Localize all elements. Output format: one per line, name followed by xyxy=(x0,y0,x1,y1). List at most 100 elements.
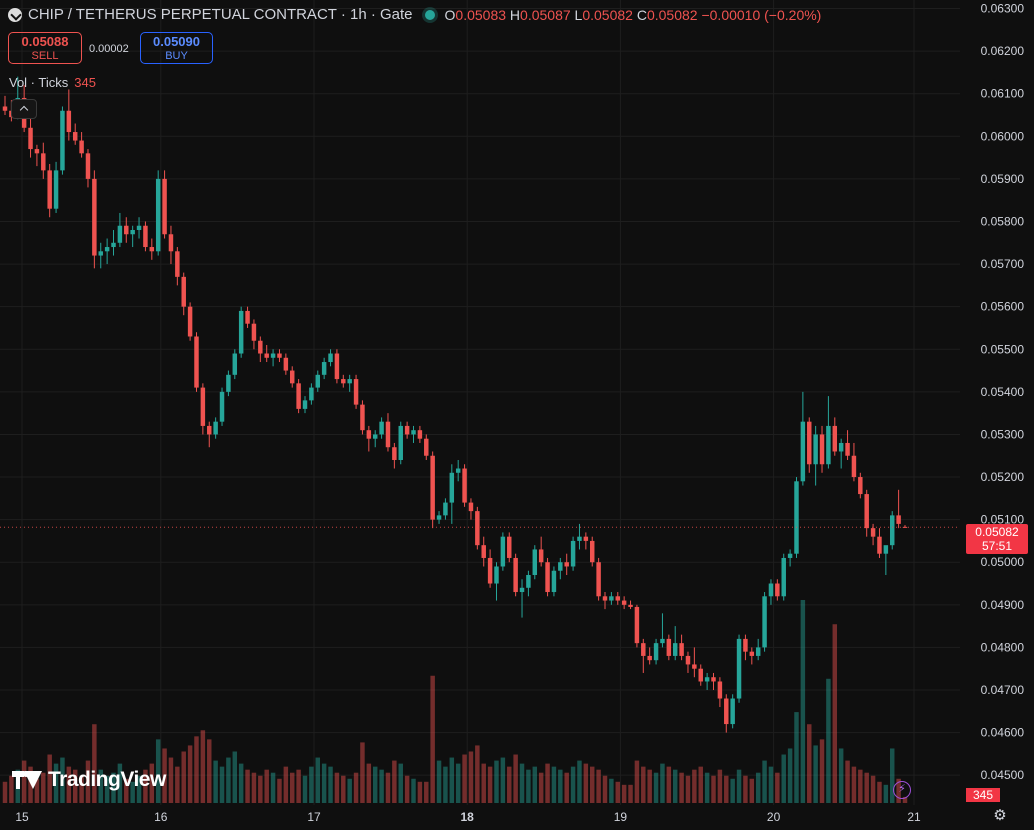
time-axis[interactable]: 15 16 17 18 19 20 21 xyxy=(15,810,921,824)
volume-bar xyxy=(883,784,889,803)
volume-bar xyxy=(743,775,748,803)
candle xyxy=(468,498,474,520)
candle xyxy=(800,391,806,486)
price-tick-label: 0.05300 xyxy=(981,427,1025,441)
volume-bar xyxy=(768,766,774,803)
candle xyxy=(130,225,135,248)
candle xyxy=(526,570,531,597)
price-tick-label: 0.06300 xyxy=(981,2,1025,16)
volume-bar xyxy=(404,775,410,803)
candle xyxy=(787,549,793,567)
price-tick-label: 0.06200 xyxy=(981,44,1025,58)
volume-bar xyxy=(232,751,238,803)
candle-body xyxy=(896,515,901,524)
candle-body xyxy=(609,596,614,601)
candle xyxy=(334,349,340,384)
candle-body xyxy=(507,536,512,558)
candle-body xyxy=(832,425,838,452)
candle-body xyxy=(858,477,863,495)
volume-bar xyxy=(219,766,225,803)
volume-bar xyxy=(130,781,135,803)
candle xyxy=(730,694,735,729)
symbol-title[interactable]: CHIP / TETHERUS PERPETUAL CONTRACT · 1h … xyxy=(28,6,413,23)
volume-bar xyxy=(838,748,844,803)
candle xyxy=(890,511,895,550)
candle xyxy=(360,400,365,435)
volume-bar xyxy=(462,754,467,803)
volume-bar xyxy=(411,778,416,803)
volume-bar xyxy=(385,772,391,803)
candle xyxy=(838,438,844,469)
candle-body xyxy=(532,549,538,575)
candle xyxy=(2,95,8,115)
candle-body xyxy=(819,434,825,465)
candle-body xyxy=(207,425,212,435)
candle xyxy=(283,353,289,375)
volume-bar xyxy=(609,778,614,803)
candle-body xyxy=(870,528,876,537)
candle xyxy=(341,374,346,388)
candle xyxy=(219,387,225,426)
lightning-icon[interactable]: ⚡ xyxy=(893,781,911,799)
candle xyxy=(743,634,748,661)
candle-body xyxy=(596,562,601,597)
sell-button[interactable]: 0.05088 SELL xyxy=(8,32,82,64)
candle-body xyxy=(551,570,557,593)
volume-bar xyxy=(264,769,269,803)
candle xyxy=(641,638,646,673)
volume-bar xyxy=(238,763,244,803)
candle-body xyxy=(187,306,193,337)
candle-body xyxy=(653,643,659,661)
volume-bar xyxy=(494,760,499,803)
volume-bar xyxy=(213,760,218,803)
volume-legend[interactable]: Vol · Ticks 345 xyxy=(9,75,96,90)
candle xyxy=(679,634,684,661)
candle xyxy=(251,319,257,350)
volume-bar xyxy=(341,775,346,803)
volume-bar xyxy=(181,751,186,803)
candle xyxy=(187,302,193,341)
price-tick-label: 0.05900 xyxy=(981,172,1025,186)
candle-body xyxy=(404,425,410,435)
candle xyxy=(328,349,333,367)
volume-bar xyxy=(602,775,608,803)
buy-button[interactable]: 0.05090 BUY xyxy=(140,32,213,64)
volume-bar xyxy=(66,766,72,803)
candle xyxy=(883,545,889,575)
candle xyxy=(819,425,825,473)
candle xyxy=(72,123,78,145)
candle-body xyxy=(47,170,52,209)
candle-body xyxy=(672,643,678,656)
volume-bar xyxy=(890,748,895,803)
candle-body xyxy=(647,655,652,661)
candle xyxy=(238,306,244,358)
price-axis[interactable]: 0.04500 0.04600 0.04700 0.04800 0.04900 0.050… xyxy=(981,2,1025,783)
volume-bar xyxy=(302,775,308,803)
volume-bar xyxy=(334,772,340,803)
candle-body xyxy=(666,638,672,656)
price-tick-label: 0.05100 xyxy=(981,513,1025,527)
symbol-legend[interactable]: CHIP / TETHERUS PERPETUAL CONTRACT · 1h … xyxy=(8,6,821,23)
tradingview-watermark[interactable]: TradingView xyxy=(12,768,166,792)
candle xyxy=(538,536,544,567)
candle xyxy=(258,336,263,363)
candle xyxy=(290,366,295,388)
volume-bar xyxy=(711,775,716,803)
volume-bar xyxy=(583,763,589,803)
volume-bar xyxy=(455,763,461,803)
volume-bar xyxy=(200,730,206,803)
candle-body xyxy=(66,110,72,133)
volume-bar xyxy=(519,763,525,803)
candle xyxy=(481,536,486,567)
volume-bar xyxy=(794,712,799,803)
chevron-up-icon[interactable] xyxy=(11,99,37,119)
candle xyxy=(372,430,378,448)
candle-body xyxy=(398,425,403,460)
candle-body xyxy=(602,596,608,601)
price-candles xyxy=(2,76,908,733)
candle-body xyxy=(277,353,282,358)
volume-bar xyxy=(430,675,435,803)
candle-body xyxy=(258,340,263,354)
gear-icon[interactable]: ⚙ xyxy=(993,807,1007,824)
